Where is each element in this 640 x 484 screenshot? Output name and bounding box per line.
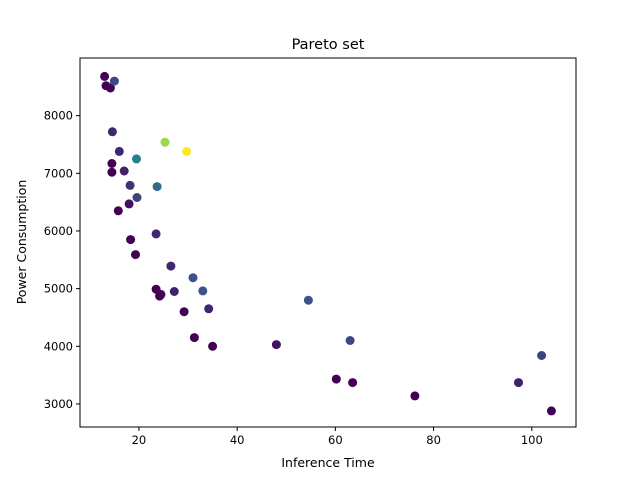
data-point-38 xyxy=(410,391,420,401)
data-point-8 xyxy=(119,166,129,176)
data-point-10 xyxy=(160,137,170,147)
x-tick-label: 40 xyxy=(230,433,245,447)
data-point-31 xyxy=(345,336,355,345)
data-point-35 xyxy=(331,374,341,384)
x-tick-label: 20 xyxy=(132,433,147,447)
data-points xyxy=(100,71,556,416)
data-point-7 xyxy=(107,167,117,177)
data-point-16 xyxy=(113,206,123,216)
data-point-32 xyxy=(271,340,281,350)
data-point-33 xyxy=(208,341,218,351)
data-point-34 xyxy=(537,351,547,360)
data-point-15 xyxy=(124,199,134,209)
data-point-12 xyxy=(125,180,135,190)
data-point-27 xyxy=(303,295,313,305)
x-tick-label: 80 xyxy=(426,433,441,447)
data-point-6 xyxy=(107,159,117,168)
data-point-29 xyxy=(179,307,189,317)
data-point-39 xyxy=(546,406,556,416)
chart-title: Pareto set xyxy=(292,37,365,53)
data-point-11 xyxy=(182,146,192,156)
data-point-4 xyxy=(107,127,117,137)
data-point-20 xyxy=(166,261,176,271)
y-tick-label: 8000 xyxy=(44,109,73,123)
data-point-30 xyxy=(189,333,199,343)
data-point-3 xyxy=(109,76,119,86)
x-axis-label: Inference Time xyxy=(281,455,375,470)
x-tick-label: 60 xyxy=(328,433,343,447)
data-point-5 xyxy=(114,146,124,156)
data-point-14 xyxy=(132,193,142,202)
data-point-28 xyxy=(204,304,214,314)
x-axis-ticks: 20 40 60 80 100 xyxy=(132,427,543,447)
data-point-21 xyxy=(188,273,198,283)
y-tick-label: 5000 xyxy=(44,282,73,296)
data-point-17 xyxy=(151,229,161,239)
y-tick-label: 7000 xyxy=(44,166,73,180)
y-tick-label: 4000 xyxy=(44,339,73,353)
data-point-13 xyxy=(152,182,162,192)
data-point-18 xyxy=(126,235,136,245)
x-tick-label: 100 xyxy=(521,433,543,447)
data-point-24 xyxy=(198,286,208,296)
data-point-36 xyxy=(348,378,358,388)
data-point-9 xyxy=(132,154,141,164)
y-axis-ticks: 3000 4000 5000 6000 7000 8000 xyxy=(44,109,80,411)
data-point-26 xyxy=(155,291,165,301)
y-tick-label: 3000 xyxy=(44,397,73,411)
plot-frame xyxy=(79,57,577,428)
data-point-0 xyxy=(100,71,110,81)
data-point-2 xyxy=(105,83,115,93)
data-point-23 xyxy=(169,287,179,296)
y-axis-label: Power Consumption xyxy=(14,180,29,305)
data-point-19 xyxy=(131,250,140,260)
data-point-37 xyxy=(514,378,523,388)
y-tick-label: 6000 xyxy=(44,224,73,238)
